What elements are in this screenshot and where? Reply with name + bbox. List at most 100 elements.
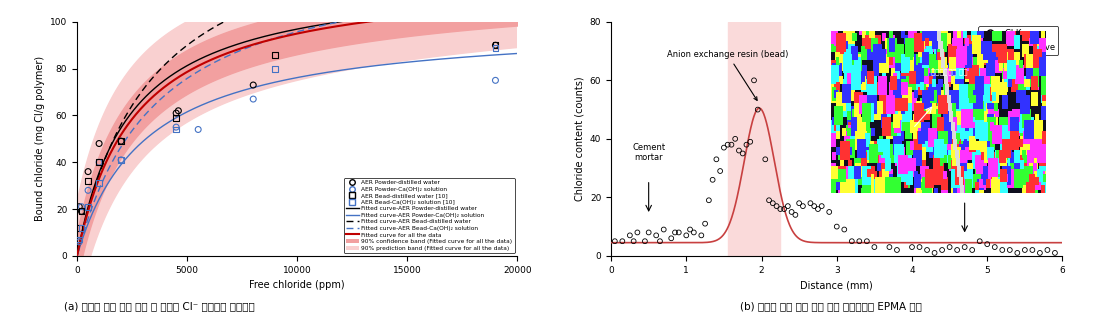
Point: [794, 204, 811, 209]
Point: [745, 78, 763, 83]
Point: [655, 227, 673, 232]
Point: [719, 142, 737, 147]
Point: [881, 245, 898, 250]
Point: [700, 198, 718, 203]
Point: [903, 245, 920, 250]
Point: [813, 204, 830, 209]
Point: [266, 52, 284, 57]
Legend: AER Powder-distilled water, AER Powder-Ca(OH)₂ solution, AER Bead-distilled wate: AER Powder-distilled water, AER Powder-C…: [344, 178, 514, 253]
Bar: [728, 22, 781, 256]
Point: [738, 142, 755, 147]
Point: [112, 157, 130, 162]
Point: [70, 237, 88, 242]
Point: [727, 136, 744, 141]
Point: [993, 247, 1011, 252]
Point: [487, 78, 504, 83]
Point: [73, 225, 90, 230]
Point: [858, 239, 875, 244]
Text: Cement mortar: Cement mortar: [922, 174, 985, 183]
Point: [696, 221, 713, 226]
Point: [1046, 251, 1064, 256]
Point: [716, 145, 733, 150]
Point: [685, 230, 702, 235]
Point: [640, 230, 657, 235]
Point: [629, 230, 646, 235]
Text: (b) 음이온 교환 수지 비드 혼입 모르타르의 EPMA 결과: (b) 음이온 교환 수지 비드 혼입 모르타르의 EPMA 결과: [740, 301, 923, 311]
Point: [167, 115, 185, 120]
Point: [625, 239, 643, 244]
Point: [487, 43, 504, 48]
Point: [682, 227, 699, 232]
Point: [79, 204, 97, 209]
Point: [90, 160, 108, 165]
Point: [621, 233, 639, 238]
Point: [828, 224, 846, 229]
Point: [806, 204, 824, 209]
Point: [956, 245, 973, 250]
Point: [90, 181, 108, 186]
Point: [756, 157, 774, 162]
Point: [1009, 251, 1026, 256]
Point: [836, 227, 853, 232]
Point: [761, 198, 778, 203]
Point: [865, 245, 883, 250]
X-axis label: Free chloride (ppm): Free chloride (ppm): [250, 280, 345, 290]
Point: [783, 209, 800, 214]
Point: [167, 111, 185, 116]
Point: [647, 233, 665, 238]
Point: [70, 225, 88, 230]
Point: [266, 66, 284, 71]
Point: [734, 151, 752, 156]
Point: [775, 207, 793, 212]
Point: [663, 236, 680, 241]
Point: [926, 251, 944, 256]
Point: [918, 247, 936, 252]
Point: [772, 207, 789, 212]
Y-axis label: Chloride content (counts): Chloride content (counts): [575, 76, 585, 201]
Point: [820, 209, 838, 214]
Point: [73, 204, 90, 209]
Point: [963, 247, 981, 252]
Point: [90, 141, 108, 146]
Legend: Cl Ka, Fitted curve: Cl Ka, Fitted curve: [978, 26, 1058, 55]
Point: [1024, 247, 1042, 252]
Text: Cement
mortar: Cement mortar: [632, 143, 665, 162]
Text: Anion exchange resin (bead): Anion exchange resin (bead): [667, 50, 788, 100]
Point: [636, 239, 654, 244]
Point: [112, 157, 130, 162]
Point: [941, 245, 959, 250]
Point: [708, 157, 726, 162]
Point: [730, 148, 748, 153]
Point: [791, 201, 808, 206]
Point: [606, 239, 623, 244]
Point: [79, 188, 97, 193]
Point: [786, 212, 804, 217]
Point: [979, 241, 996, 246]
Point: [693, 233, 710, 238]
Point: [70, 239, 88, 244]
X-axis label: Distance (mm): Distance (mm): [800, 280, 873, 290]
Point: [90, 160, 108, 165]
Point: [666, 230, 684, 235]
Point: [651, 239, 668, 244]
Point: [244, 97, 262, 102]
Point: [73, 209, 90, 214]
Point: [986, 245, 1004, 250]
Point: [850, 239, 868, 244]
Point: [613, 239, 631, 244]
Point: [73, 209, 90, 214]
Point: [711, 168, 729, 173]
Point: [1001, 247, 1018, 252]
Y-axis label: Bound chloride (mg Cl/g polymer): Bound chloride (mg Cl/g polymer): [34, 56, 44, 222]
Point: [780, 204, 797, 209]
Point: [802, 201, 819, 206]
Point: [669, 230, 687, 235]
Point: [677, 233, 695, 238]
Point: [170, 108, 187, 113]
Point: [722, 142, 740, 147]
Point: [889, 247, 906, 252]
Point: [167, 125, 185, 130]
Point: [79, 169, 97, 174]
Point: [741, 139, 759, 144]
Point: [70, 204, 88, 209]
